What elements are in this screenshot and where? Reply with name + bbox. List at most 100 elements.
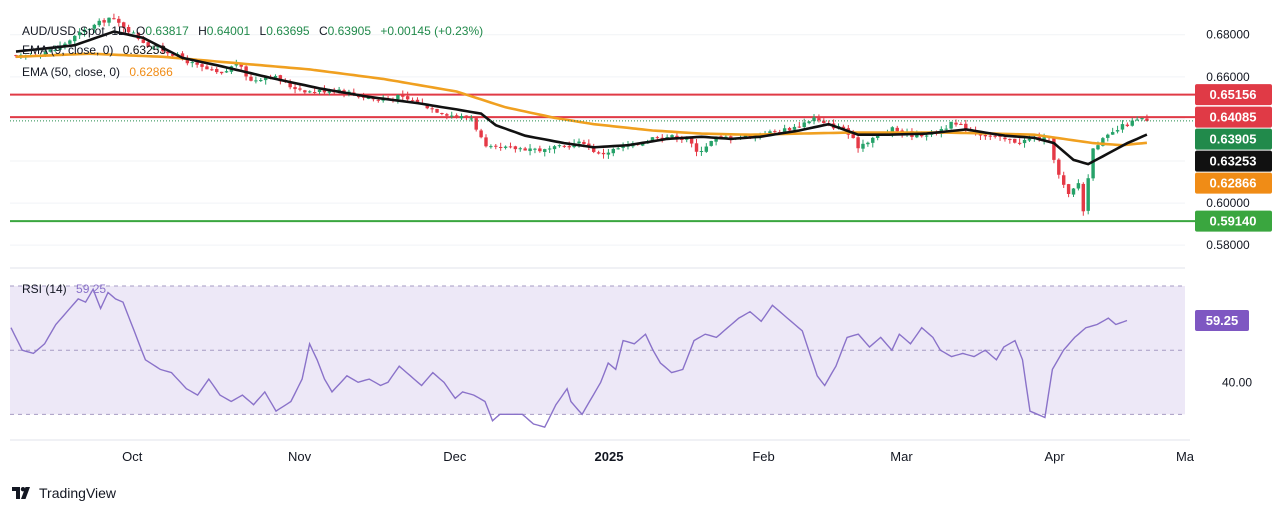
candle-body [680, 138, 684, 140]
candle-body [689, 138, 694, 144]
candle-body [298, 88, 302, 90]
candle-body [1145, 118, 1149, 121]
candle-body [871, 137, 875, 143]
ema9-line [15, 30, 1148, 166]
time-axis-label: Oct [122, 449, 143, 464]
price-tick-label: 0.58000 [1206, 238, 1250, 252]
candle-body [156, 46, 160, 48]
candle-body [1017, 142, 1022, 144]
candle-body [107, 17, 111, 23]
candle-body [312, 92, 317, 94]
candle-body [327, 91, 332, 93]
candle-body [87, 29, 92, 31]
candle-body [1003, 137, 1007, 140]
candle-body [435, 108, 439, 113]
candle-body [445, 114, 449, 116]
candle-body [856, 137, 860, 149]
candle-body [513, 146, 518, 150]
candle-body [797, 126, 802, 128]
candle-body [68, 40, 72, 44]
candle-body [538, 148, 542, 152]
candle-body [170, 54, 175, 56]
candle-body [146, 42, 150, 48]
open-label: O [136, 24, 145, 38]
price-badge [1195, 150, 1272, 172]
candle-body [518, 148, 522, 150]
candle-body [670, 135, 674, 138]
price-badge [1195, 172, 1272, 194]
candle-body [151, 47, 155, 49]
candle-body [988, 135, 992, 137]
candle-body [293, 87, 297, 90]
candle-body [166, 51, 170, 54]
close-value: 0.63905 [328, 24, 372, 38]
time-axis-label: Nov [288, 449, 312, 464]
price-badge [1195, 84, 1272, 106]
candle-body [660, 137, 664, 139]
candle-body [450, 115, 454, 117]
candle-body [366, 97, 371, 99]
candle-body [719, 136, 723, 138]
candle-body [141, 39, 146, 43]
candle-body [861, 143, 865, 149]
candle-body [479, 130, 483, 138]
candle-body [396, 94, 400, 100]
rsi-legend: RSI (14) 59.25 [22, 282, 106, 296]
candle-body [278, 75, 283, 82]
candle-body [381, 99, 385, 101]
candle-body [616, 148, 620, 150]
candle-body [117, 18, 121, 23]
candle-body [273, 75, 278, 78]
candle-body [1140, 118, 1144, 120]
time-axis-label: Mar [890, 449, 913, 464]
price-badge-label: 0.63905 [1210, 132, 1257, 147]
candle-body [959, 124, 963, 126]
candle-body [851, 134, 855, 139]
price-tick-label: 0.66000 [1206, 70, 1250, 84]
candle-body [440, 112, 444, 114]
candle-body [694, 143, 699, 152]
candle-body [405, 96, 410, 100]
candle-body [131, 32, 136, 34]
candle-body [1120, 124, 1125, 130]
tradingview-logo[interactable]: TradingView [12, 485, 116, 501]
candle-body [53, 49, 57, 51]
candle-body [1091, 148, 1095, 179]
candle-body [126, 26, 131, 33]
candle-body [601, 152, 606, 155]
candle-body [459, 116, 464, 119]
candle-body [587, 143, 591, 147]
candle-body [1130, 120, 1134, 126]
candle-body [954, 122, 958, 125]
candle-body [983, 135, 988, 137]
price-axis[interactable]: 0.68000 0.66000 0.60000 0.58000 [1206, 28, 1250, 252]
chart-canvas: AUD/USD·Spot, 1D O0.63817 H0.64001 L0.63… [10, 13, 1272, 464]
open-value: 0.63817 [145, 24, 189, 38]
candle-body [303, 90, 307, 93]
candle-body [655, 137, 660, 139]
time-axis-label: Feb [752, 449, 774, 464]
time-axis[interactable]: Oct Nov Dec 2025 Feb Mar Apr Ma [122, 449, 1195, 464]
candle-body [1008, 139, 1012, 141]
candle-body [219, 71, 224, 74]
candle-body [63, 43, 67, 46]
candle-body [112, 18, 116, 20]
price-badge-label: 0.65156 [1210, 87, 1257, 102]
rsi-pane: RSI (14) 59.25 40.00 59.25 [10, 282, 1252, 429]
candle-body [773, 131, 777, 133]
candle-body [1096, 145, 1100, 150]
candle-body [547, 148, 552, 150]
candle-body [709, 140, 713, 146]
candle-body [924, 135, 929, 137]
candle-body [1135, 119, 1139, 121]
candle-body [454, 115, 459, 118]
candle-body [944, 128, 948, 130]
candle-body [562, 145, 567, 147]
candle-body [371, 98, 376, 100]
candle-body [699, 150, 704, 152]
price-badge-label: 0.64085 [1210, 110, 1257, 125]
candle-body [190, 62, 194, 64]
horizontal-levels [10, 93, 1195, 223]
candle-body [1061, 175, 1066, 185]
candle-body [317, 89, 322, 92]
